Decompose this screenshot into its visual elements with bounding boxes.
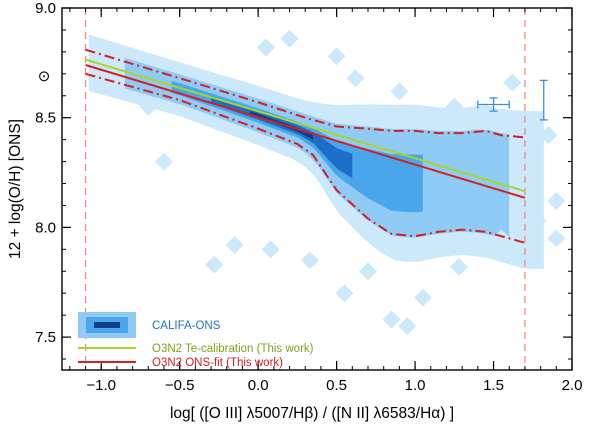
legend: CALIFA-ONS O3N2 Te-calibration (This wor…: [78, 312, 314, 369]
legend-label-califa: CALIFA-ONS: [152, 320, 221, 332]
x-tick-label-1: −0.5: [165, 377, 195, 394]
density-outlier-23: [155, 152, 173, 171]
y-axis-label: 12 + log(O/H) [ONS]: [7, 119, 24, 259]
series-line-1: [85, 64, 526, 199]
density-level-3: [171, 80, 423, 213]
x-tick-label-0: −1.0: [86, 377, 116, 394]
series-line-0: [85, 58, 526, 193]
legend-label-te-calibration: O3N2 Te-calibration (This work): [152, 343, 314, 355]
y-tick-label-2: 8.5: [35, 110, 56, 127]
x-tick-label-2: 0.0: [248, 377, 269, 394]
density-outlier-7: [503, 73, 522, 92]
errorbar-0: [477, 97, 510, 112]
density-outlier-1: [257, 38, 275, 57]
legend-swatch-density-core: [94, 322, 120, 328]
density-outlier-19: [413, 288, 432, 307]
plot-frame: [61, 7, 573, 371]
density-outlier-4: [390, 82, 409, 101]
y-tick-label-1: 8.0: [35, 219, 56, 236]
density-outlier-17: [450, 257, 469, 276]
errorbar-1: [539, 79, 548, 121]
density-outlier-11: [359, 262, 377, 281]
density-outlier-18: [492, 229, 511, 248]
series-line-3: [85, 72, 526, 244]
x-tick-label-3: 0.5: [326, 377, 347, 394]
y-tick-label-0: 7.5: [35, 329, 56, 346]
x-axis-label: log[ ([O III] λ5007/Hβ) / ([N II] λ6583/…: [170, 405, 454, 422]
density-outlier-10: [528, 211, 547, 230]
density-outlier-9: [547, 192, 566, 211]
density-outlier-8: [539, 126, 558, 145]
density-outlier-14: [225, 235, 244, 254]
density-level-4: [211, 95, 353, 179]
legend-label-ons-fit: O3N2 ONS-fit (This work): [152, 357, 283, 369]
density-outlier-24: [547, 229, 566, 248]
density-outlier-16: [261, 240, 280, 259]
calibration-lines: [85, 48, 526, 244]
axis-ticks: −1.0 −0.5 0.0 0.5 1.0 1.5 2.0 7.5 8.0 8.5 9.0: [35, 0, 582, 394]
density-outlier-5: [445, 97, 464, 116]
density-outlier-22: [139, 97, 158, 116]
density-outlier-0: [280, 29, 299, 48]
density-level-5: [250, 111, 314, 140]
califa-density-contours: [88, 29, 566, 336]
x-tick-label-5: 1.5: [483, 377, 504, 394]
density-outlier-3: [346, 69, 365, 88]
x-tick-label-6: 2.0: [562, 377, 583, 394]
density-outlier-6: [476, 104, 495, 123]
error-bars: [477, 79, 548, 121]
solar-abundance-symbol: ⊙: [38, 68, 51, 85]
density-outlier-20: [382, 310, 401, 329]
validity-range-lines: [84, 8, 526, 370]
y-tick-label-3: 9.0: [35, 0, 56, 17]
density-outlier-2: [327, 47, 346, 66]
density-outlier-12: [335, 284, 354, 303]
density-outlier-13: [300, 251, 319, 270]
density-outlier-15: [205, 255, 224, 274]
density-outlier-21: [398, 317, 417, 336]
x-tick-label-4: 1.0: [405, 377, 426, 394]
series-line-2: [85, 48, 525, 139]
